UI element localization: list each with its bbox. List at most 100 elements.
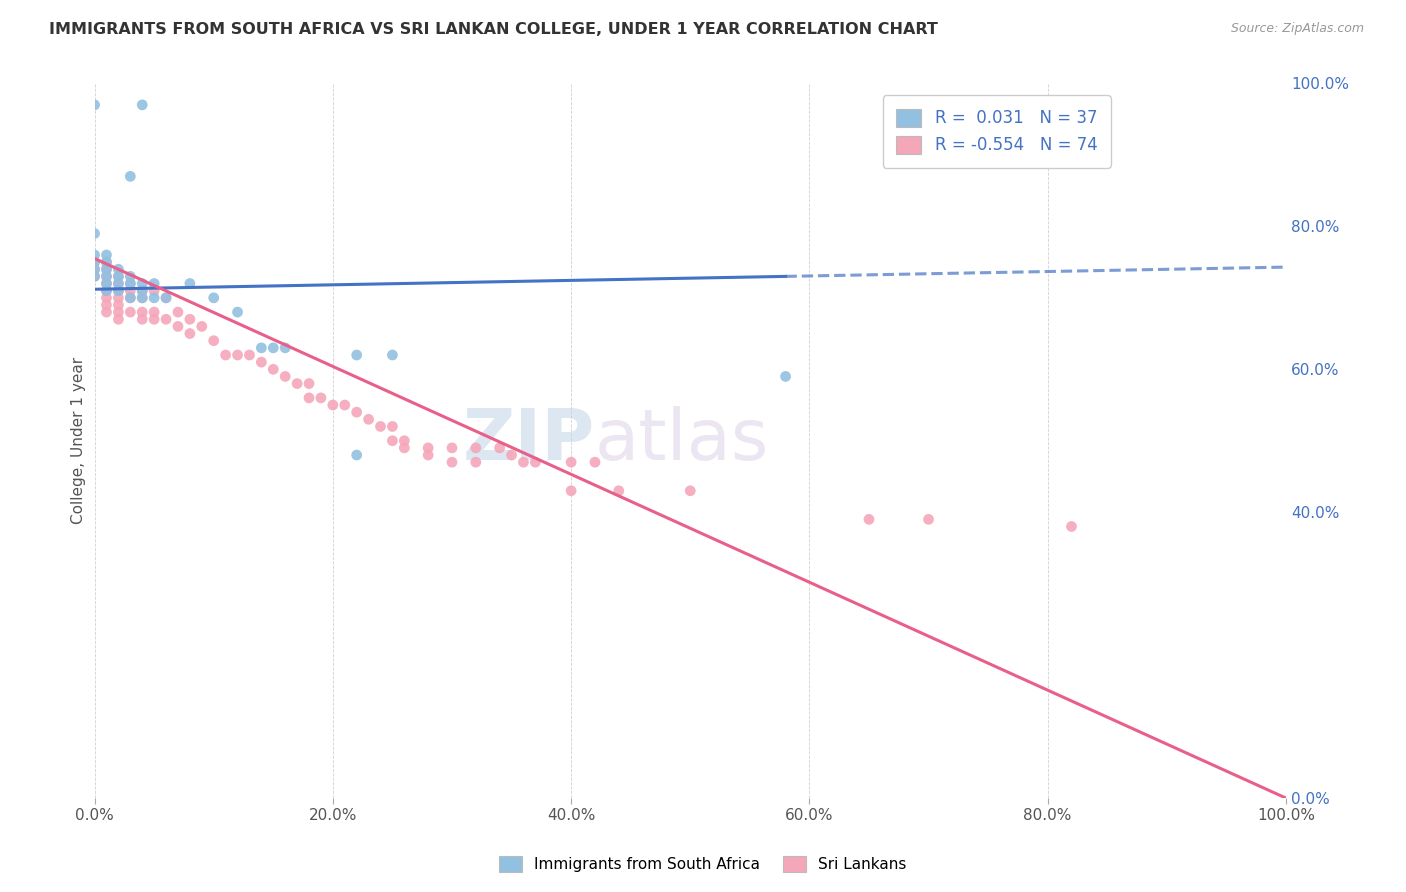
Point (583, 455, 606, 469)
Point (96, 262, 118, 277)
Point (107, 284, 129, 298)
Point (96, 255, 118, 269)
Point (917, 512, 939, 526)
Point (120, 277, 142, 291)
Point (488, 441, 510, 455)
Point (298, 391, 321, 405)
Point (143, 284, 166, 298)
Point (96, 255, 118, 269)
Point (285, 376, 308, 391)
Point (381, 419, 404, 434)
Point (202, 291, 225, 305)
Point (155, 291, 177, 305)
Point (858, 512, 880, 526)
Point (120, 291, 142, 305)
Point (322, 398, 344, 412)
Text: atlas: atlas (595, 406, 769, 475)
Point (83, 262, 105, 277)
Point (96, 262, 118, 277)
Point (524, 455, 547, 469)
Point (120, 291, 142, 305)
Point (107, 291, 129, 305)
Point (155, 312, 177, 326)
Point (679, 483, 702, 498)
Legend: Immigrants from South Africa, Sri Lankans: Immigrants from South Africa, Sri Lankan… (492, 848, 914, 880)
Point (107, 305, 129, 319)
Point (96, 269, 118, 284)
Point (107, 284, 129, 298)
Point (381, 348, 404, 362)
Point (309, 391, 332, 405)
Point (131, 291, 153, 305)
Point (143, 312, 166, 326)
Point (214, 348, 236, 362)
Point (560, 483, 582, 498)
Point (179, 312, 201, 326)
Point (107, 277, 129, 291)
Point (131, 284, 153, 298)
Point (262, 362, 284, 376)
Point (83, 262, 105, 277)
Point (131, 277, 153, 291)
Point (107, 277, 129, 291)
Point (464, 455, 486, 469)
Point (464, 441, 486, 455)
Point (298, 376, 321, 391)
Point (96, 284, 118, 298)
Point (131, 98, 153, 112)
Point (191, 319, 214, 334)
Point (131, 284, 153, 298)
Point (238, 348, 260, 362)
Point (1060, 519, 1083, 533)
Point (96, 298, 118, 312)
Text: IMMIGRANTS FROM SOUTH AFRICA VS SRI LANKAN COLLEGE, UNDER 1 YEAR CORRELATION CHA: IMMIGRANTS FROM SOUTH AFRICA VS SRI LANK… (49, 22, 938, 37)
Point (333, 398, 356, 412)
Point (512, 455, 534, 469)
Point (143, 277, 166, 291)
Text: Source: ZipAtlas.com: Source: ZipAtlas.com (1230, 22, 1364, 36)
Point (394, 441, 416, 455)
Point (83, 248, 105, 262)
Text: ZIP: ZIP (463, 406, 595, 475)
Point (226, 348, 249, 362)
Point (179, 326, 201, 341)
Point (418, 448, 440, 462)
Point (83, 98, 105, 112)
Point (501, 448, 523, 462)
Point (83, 269, 105, 284)
Point (250, 341, 273, 355)
Point (131, 305, 153, 319)
Point (131, 312, 153, 326)
Point (440, 455, 463, 469)
Point (167, 305, 190, 319)
Point (120, 269, 142, 284)
Point (346, 348, 368, 362)
Point (96, 277, 118, 291)
Point (607, 483, 630, 498)
Point (560, 455, 582, 469)
Point (107, 269, 129, 284)
Point (155, 291, 177, 305)
Point (357, 412, 380, 426)
Point (96, 269, 118, 284)
Point (120, 284, 142, 298)
Point (274, 369, 297, 384)
Legend: R =  0.031   N = 37, R = -0.554   N = 74: R = 0.031 N = 37, R = -0.554 N = 74 (883, 95, 1111, 168)
Point (131, 291, 153, 305)
Point (120, 277, 142, 291)
Point (107, 269, 129, 284)
Point (346, 448, 368, 462)
Point (775, 369, 797, 384)
Point (250, 355, 273, 369)
Point (202, 334, 225, 348)
Point (262, 341, 284, 355)
Point (96, 277, 118, 291)
Point (83, 269, 105, 284)
Point (120, 169, 142, 184)
Point (143, 291, 166, 305)
Point (96, 284, 118, 298)
Point (418, 441, 440, 455)
Point (346, 405, 368, 419)
Point (96, 248, 118, 262)
Point (381, 434, 404, 448)
